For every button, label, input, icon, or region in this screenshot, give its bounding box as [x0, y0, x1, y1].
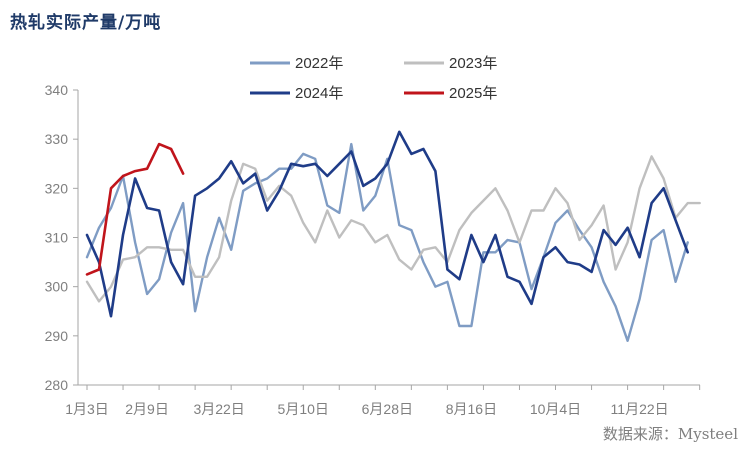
y-tick-label: 280	[45, 377, 69, 393]
x-tick-label: 10月4日	[530, 401, 581, 417]
legend-label-2022年: 2022年	[295, 55, 343, 72]
legend-label-2025年: 2025年	[449, 85, 497, 102]
x-tick-label: 2月9日	[125, 401, 169, 417]
x-tick-label: 8月16日	[446, 401, 497, 417]
y-tick-label: 290	[45, 328, 69, 344]
y-tick-label: 300	[45, 279, 69, 295]
y-tick-label: 310	[45, 230, 69, 246]
source-note: 数据来源：Mysteel	[602, 425, 738, 443]
x-tick-label: 6月28日	[362, 401, 413, 417]
series-line-2022年	[85, 142, 689, 342]
axes: 280 290 300 310 320 330 340 1月3日 2月9日 3月22日 5月10日 6…	[45, 82, 701, 417]
legend: 2022年 2023年 2024年 2025年	[250, 55, 497, 102]
x-tick-label: 5月10日	[278, 401, 329, 417]
y-tick-label: 320	[45, 180, 69, 196]
chart-title: 热轧实际产量/万吨	[10, 13, 162, 33]
legend-label-2024年: 2024年	[295, 85, 343, 102]
legend-label-2023年: 2023年	[449, 55, 497, 72]
x-tick-label: 1月3日	[65, 401, 109, 417]
series-line-2023年	[85, 155, 701, 303]
x-tick-label: 3月22日	[193, 401, 244, 417]
series-line-2025年	[85, 142, 185, 276]
series-line-2024年	[85, 130, 690, 318]
y-tick-label: 340	[45, 82, 69, 98]
y-tick-label: 330	[45, 131, 69, 147]
x-tick-label: 11月22日	[611, 401, 669, 417]
series-layer	[85, 130, 701, 342]
